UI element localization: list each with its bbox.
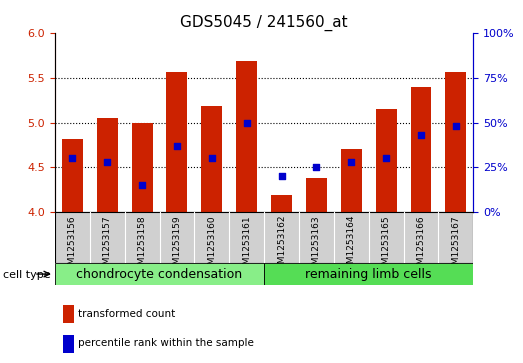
Text: remaining limb cells: remaining limb cells — [305, 268, 432, 281]
Text: percentile rank within the sample: percentile rank within the sample — [78, 338, 254, 348]
Bar — [132, 123, 153, 212]
Bar — [63, 305, 74, 323]
Bar — [446, 72, 467, 212]
Text: cell type: cell type — [3, 270, 50, 280]
Bar — [166, 72, 187, 212]
Text: GSM1253164: GSM1253164 — [347, 215, 356, 276]
Bar — [264, 263, 473, 285]
Point — [68, 156, 76, 162]
Bar — [97, 118, 118, 212]
Text: GSM1253156: GSM1253156 — [68, 215, 77, 276]
Point — [277, 174, 286, 179]
Bar — [306, 178, 327, 212]
Point — [452, 123, 460, 129]
Text: GSM1253165: GSM1253165 — [382, 215, 391, 276]
Point — [138, 183, 146, 188]
Point — [173, 143, 181, 149]
Point — [312, 164, 321, 170]
Text: GSM1253163: GSM1253163 — [312, 215, 321, 276]
Bar — [55, 263, 264, 285]
Bar — [341, 150, 362, 212]
Bar — [62, 139, 83, 212]
Text: GSM1253158: GSM1253158 — [138, 215, 146, 276]
Text: GSM1253167: GSM1253167 — [451, 215, 460, 276]
Text: transformed count: transformed count — [78, 309, 175, 319]
Bar — [376, 109, 396, 212]
Bar — [411, 86, 431, 212]
Point — [103, 159, 111, 165]
Bar — [201, 106, 222, 212]
Text: GSM1253160: GSM1253160 — [207, 215, 217, 276]
Title: GDS5045 / 241560_at: GDS5045 / 241560_at — [180, 15, 348, 31]
Text: GSM1253159: GSM1253159 — [173, 215, 181, 276]
Text: chondrocyte condensation: chondrocyte condensation — [76, 268, 243, 281]
Bar — [271, 195, 292, 212]
Bar — [63, 335, 74, 353]
Text: GSM1253157: GSM1253157 — [103, 215, 112, 276]
Text: GSM1253166: GSM1253166 — [416, 215, 426, 276]
Point — [382, 156, 390, 162]
Bar — [236, 61, 257, 212]
Point — [347, 159, 356, 165]
Point — [243, 120, 251, 126]
Point — [208, 156, 216, 162]
Point — [417, 132, 425, 138]
Text: GSM1253162: GSM1253162 — [277, 215, 286, 276]
Text: GSM1253161: GSM1253161 — [242, 215, 251, 276]
